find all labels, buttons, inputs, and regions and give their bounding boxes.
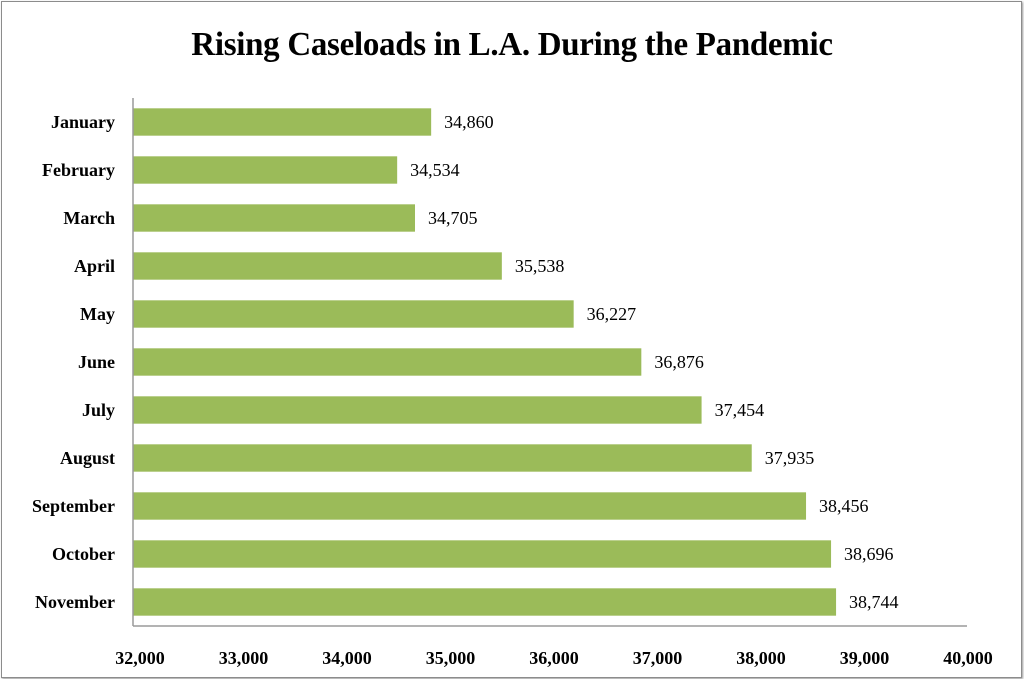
data-label: 35,538 <box>515 256 565 276</box>
x-tick-label: 38,000 <box>736 648 786 668</box>
x-tick-label: 36,000 <box>529 648 579 668</box>
category-label: January <box>51 112 115 132</box>
data-label: 37,454 <box>715 400 765 420</box>
chart-title: Rising Caseloads in L.A. During the Pand… <box>191 26 833 63</box>
bar-june <box>133 348 642 376</box>
category-label: October <box>52 544 115 564</box>
bar-november <box>133 588 837 616</box>
bar-august <box>133 444 752 472</box>
x-tick-label: 35,000 <box>426 648 476 668</box>
x-tick-label: 33,000 <box>219 648 269 668</box>
bar-september <box>133 492 807 520</box>
bar-october <box>133 540 832 568</box>
data-label: 34,705 <box>428 208 478 228</box>
x-tick-label: 37,000 <box>633 648 683 668</box>
bar-july <box>133 396 702 424</box>
bar-january <box>133 108 432 136</box>
x-tick-label: 34,000 <box>322 648 372 668</box>
bar-february <box>133 156 398 184</box>
category-label: November <box>35 592 115 612</box>
x-tick-label: 40,000 <box>943 648 993 668</box>
data-label: 38,744 <box>849 592 899 612</box>
category-label: July <box>82 400 115 420</box>
category-label: September <box>32 496 115 516</box>
category-label: March <box>63 208 115 228</box>
data-label: 38,456 <box>819 496 869 516</box>
category-label: May <box>80 304 115 324</box>
data-label: 36,876 <box>654 352 704 372</box>
category-label: April <box>74 256 115 276</box>
category-label: February <box>42 160 115 180</box>
bar-may <box>133 300 574 328</box>
bar-march <box>133 204 415 232</box>
data-label: 38,696 <box>844 544 894 564</box>
x-tick-label: 32,000 <box>115 648 165 668</box>
data-label: 34,534 <box>410 160 460 180</box>
bar-april <box>133 252 502 280</box>
data-label: 34,860 <box>444 112 494 132</box>
x-tick-label: 39,000 <box>840 648 890 668</box>
category-label: August <box>60 448 115 468</box>
category-label: June <box>78 352 115 372</box>
data-label: 36,227 <box>587 304 637 324</box>
data-label: 37,935 <box>765 448 815 468</box>
